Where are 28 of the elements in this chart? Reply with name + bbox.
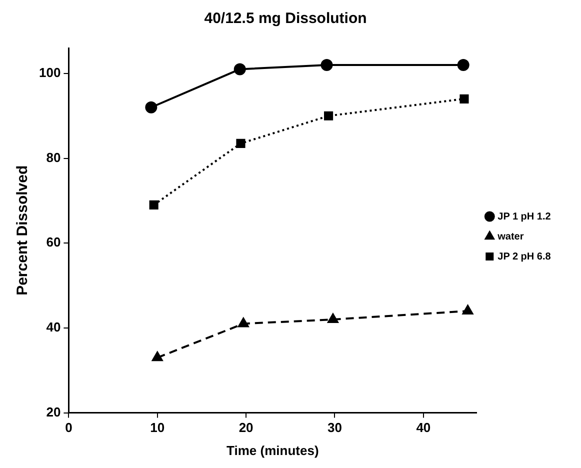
y-tick-label: 60 bbox=[46, 234, 61, 250]
point bbox=[236, 138, 246, 148]
y-tick-label: 100 bbox=[38, 65, 61, 80]
point bbox=[149, 200, 158, 210]
y-tick-label: 80 bbox=[46, 150, 61, 165]
x-axis-title: Time (minutes) bbox=[226, 442, 319, 458]
point bbox=[234, 63, 246, 76]
y-axis-title: Percent Dissolved bbox=[14, 165, 32, 296]
x-tick-label: 20 bbox=[238, 420, 254, 436]
chart-title: 40/12.5 mg Dissolution bbox=[204, 10, 367, 28]
x-tick-label: 30 bbox=[328, 420, 342, 436]
point bbox=[152, 352, 163, 362]
legend-label: JP 2 pH 6.8 bbox=[498, 251, 552, 262]
point bbox=[238, 318, 249, 328]
point bbox=[145, 101, 158, 114]
legend-label: water bbox=[496, 231, 524, 242]
x-tick-label: 0 bbox=[65, 420, 72, 436]
legend-label: JP 1 pH 1.2 bbox=[498, 211, 552, 222]
point bbox=[462, 304, 474, 314]
point bbox=[457, 58, 470, 71]
y-tick-label: 20 bbox=[46, 404, 61, 420]
y-tick-label: 40 bbox=[46, 320, 61, 335]
point bbox=[460, 94, 469, 104]
point bbox=[324, 111, 334, 120]
point bbox=[320, 58, 333, 71]
x-tick-label: 40 bbox=[416, 420, 431, 436]
x-tick-label: 10 bbox=[150, 420, 165, 436]
point bbox=[328, 313, 338, 323]
